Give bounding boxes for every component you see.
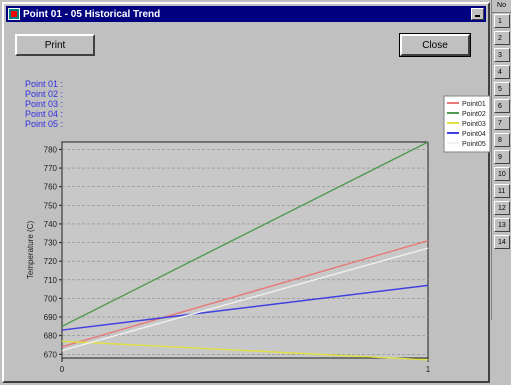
- legend-entry: Point05: [462, 141, 486, 148]
- y-tick-label: 750: [44, 201, 58, 210]
- point-labels: Point 01 : Point 02 : Point 03 : Point 0…: [25, 79, 63, 129]
- side-panel-item[interactable]: 1: [494, 14, 510, 28]
- series-line-1: [61, 240, 429, 348]
- y-tick-label: 710: [44, 276, 58, 285]
- close-button[interactable]: Close: [399, 33, 471, 57]
- point-label: Point 04 :: [25, 109, 64, 119]
- minimize-button[interactable]: [471, 8, 484, 20]
- side-panel-item[interactable]: 6: [494, 99, 510, 113]
- trend-chart: 670 680 690 700 710 720 730 740 750 760 770 780 0 1 Te…: [26, 95, 491, 374]
- legend-entry: Point02: [462, 111, 486, 118]
- y-tick-label: 780: [44, 145, 58, 154]
- y-axis-label: Temperature (C): [26, 221, 35, 280]
- side-panel: No 1 2 3 4 5 6 7 8 9 10 11 12 13 14: [491, 0, 511, 320]
- side-panel-item[interactable]: 13: [494, 218, 510, 232]
- print-button[interactable]: Print: [15, 34, 95, 56]
- legend-entry: Point04: [462, 131, 486, 138]
- point-label: Point 01 :: [25, 79, 64, 89]
- point-label: Point 02 :: [25, 89, 64, 99]
- side-panel-item[interactable]: 14: [494, 235, 510, 249]
- y-tick-label: 770: [44, 164, 58, 173]
- series-line-4: [61, 284, 429, 331]
- side-panel-item[interactable]: 5: [494, 82, 510, 96]
- plot-area: [61, 141, 429, 359]
- app-icon: [8, 8, 20, 20]
- series-line-5: [61, 247, 429, 352]
- side-panel-item[interactable]: 2: [494, 31, 510, 45]
- y-tick-label: 690: [44, 313, 58, 322]
- y-tick-label: 670: [44, 350, 58, 359]
- y-tick-label: 740: [44, 220, 58, 229]
- x-tick-label: 1: [426, 365, 431, 374]
- side-panel-item[interactable]: 12: [494, 201, 510, 215]
- point-label: Point 03 :: [25, 99, 64, 109]
- side-panel-item[interactable]: 8: [494, 133, 510, 147]
- side-panel-item[interactable]: 11: [494, 184, 510, 198]
- x-tick-label: 0: [60, 365, 65, 374]
- legend-entry: Point01: [462, 101, 486, 108]
- series-line-2: [61, 141, 429, 327]
- side-panel-item[interactable]: 10: [494, 167, 510, 181]
- point-label: Point 05 :: [25, 119, 64, 129]
- side-panel-header: No: [492, 0, 511, 13]
- legend-entry: Point03: [462, 121, 486, 128]
- side-panel-item[interactable]: 4: [494, 65, 510, 79]
- y-tick-label: 680: [44, 332, 58, 341]
- y-tick-label: 730: [44, 239, 58, 248]
- side-panel-item[interactable]: 3: [494, 48, 510, 62]
- y-tick-label: 760: [44, 183, 58, 192]
- y-tick-label: 700: [44, 294, 58, 303]
- window-title: Point 01 - 05 Historical Trend: [23, 8, 161, 20]
- side-panel-item[interactable]: 9: [494, 150, 510, 164]
- y-tick-label: 720: [44, 257, 58, 266]
- side-panel-item[interactable]: 7: [494, 116, 510, 130]
- series-line-3: [61, 340, 429, 361]
- title-bar[interactable]: Point 01 - 05 Historical Trend: [6, 6, 486, 22]
